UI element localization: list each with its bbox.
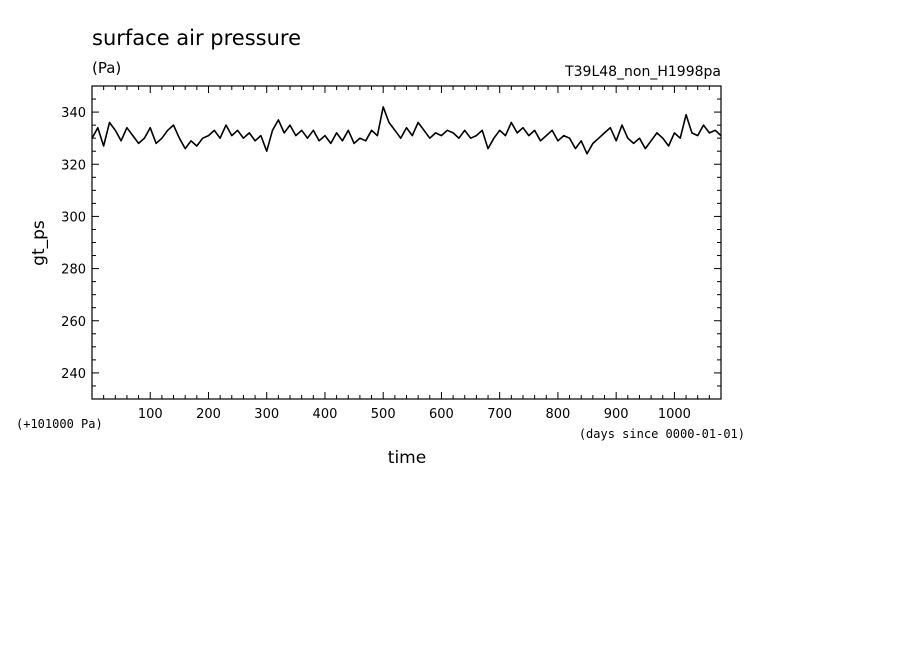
y-tick-label: 340 — [61, 106, 86, 121]
x-tick-label: 900 — [604, 407, 629, 422]
x-tick-label: 600 — [429, 407, 454, 422]
series-line — [91, 106, 722, 155]
y-offset-label: (+101000 Pa) — [16, 417, 103, 431]
series-layer — [91, 106, 722, 155]
chart-title: surface air pressure — [92, 26, 301, 50]
plot-border — [91, 85, 722, 400]
x-tick-label: 100 — [138, 407, 163, 422]
x-tick-label: 500 — [371, 407, 396, 422]
y-tick-label: 300 — [61, 210, 86, 225]
chart-units: (Pa) — [92, 59, 121, 77]
x-axis-title: time — [388, 448, 426, 468]
x-tick-label: 400 — [313, 407, 338, 422]
y-axis-ticks: 240 260 280 300 320 340 — [61, 85, 721, 400]
y-tick-label: 240 — [61, 367, 86, 382]
y-axis-title: gt_ps — [29, 220, 49, 266]
y-tick-label: 320 — [61, 158, 86, 173]
y-tick-label: 280 — [61, 263, 86, 278]
y-tick-label: 260 — [61, 315, 86, 330]
x-tick-label: 300 — [254, 407, 279, 422]
x-tick-label: 800 — [546, 407, 571, 422]
x-tick-label: 200 — [196, 407, 221, 422]
plot-frame — [91, 85, 722, 400]
run-label: T39L48_non_H1998pa — [564, 64, 721, 80]
x-axis-ticks: 100 200 300 400 500 600 700 800 900 1000 — [103, 86, 710, 422]
x-tick-label: 1000 — [658, 407, 691, 422]
x-tick-label: 700 — [487, 407, 512, 422]
x-units-label: (days since 0000-01-01) — [579, 427, 745, 441]
